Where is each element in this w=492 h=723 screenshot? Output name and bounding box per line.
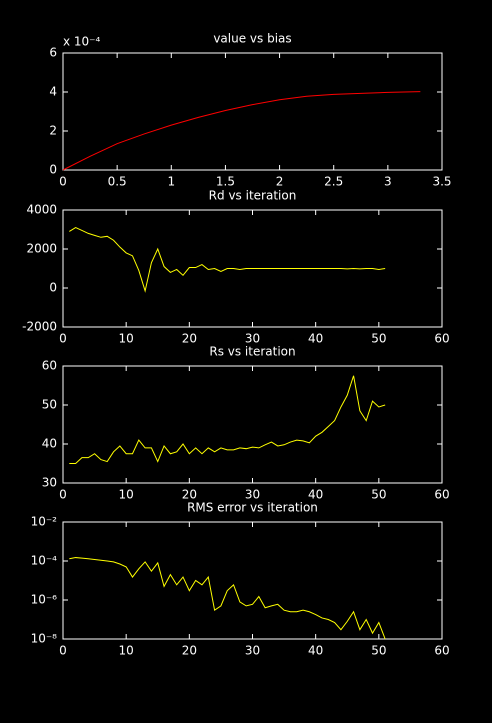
axes-box [62,52,443,171]
x-tick-label: 50 [371,488,386,502]
y-exponent-label: x 10⁻⁴ [63,35,101,49]
chart-title: Rd vs iteration [209,189,297,203]
x-tick-label: 3 [384,175,392,189]
x-tick-label: 50 [371,332,386,346]
data-line [69,375,386,464]
x-tick-label: 0.5 [108,175,127,189]
x-tick-label: 0 [59,644,67,658]
y-tick-label: 4 [49,85,57,99]
x-tick-label: 0 [59,175,67,189]
x-tick-label: 60 [434,488,449,502]
x-tick-label: 10 [119,644,134,658]
x-tick-label: 2.5 [324,175,343,189]
chart-title: value vs bias [213,32,291,46]
x-tick-label: 30 [245,332,260,346]
x-tick-label: 10 [119,488,134,502]
y-tick-label: 60 [42,359,57,373]
x-tick-label: 0 [59,332,67,346]
x-tick-label: 3.5 [432,175,451,189]
x-tick-label: 0 [59,488,67,502]
y-tick-label: 6 [49,46,57,60]
y-tick-label: 0 [49,281,57,295]
x-tick-label: 20 [182,644,197,658]
data-line [69,557,386,640]
y-tick-label: 50 [42,398,57,412]
y-tick-label: 2000 [26,242,57,256]
chart-title: RMS error vs iteration [187,501,318,515]
axes-box [62,521,443,640]
y-tick-label: 10⁻⁶ [31,593,58,607]
axes-box [62,365,443,484]
data-line [69,226,386,293]
chart-title: Rs vs iteration [209,345,295,359]
x-tick-label: 60 [434,644,449,658]
x-tick-label: 2 [276,175,284,189]
x-tick-label: 40 [308,488,323,502]
y-tick-label: 2 [49,124,57,138]
x-tick-label: 40 [308,644,323,658]
x-tick-label: 30 [245,488,260,502]
x-tick-label: 1 [167,175,175,189]
x-tick-label: 40 [308,332,323,346]
x-tick-label: 20 [182,488,197,502]
x-tick-label: 30 [245,644,260,658]
y-tick-label: 40 [42,437,57,451]
y-tick-label: 10⁻² [31,515,58,529]
y-tick-label: 10⁻⁸ [31,632,58,646]
data-line [62,91,421,171]
y-tick-label: 0 [49,163,57,177]
x-tick-label: 50 [371,644,386,658]
x-tick-label: 1.5 [216,175,235,189]
x-tick-label: 10 [119,332,134,346]
y-tick-label: 10⁻⁴ [31,554,58,568]
y-tick-label: 30 [42,476,57,490]
x-tick-label: 60 [434,332,449,346]
x-tick-label: 20 [182,332,197,346]
y-tick-label: -2000 [22,320,57,334]
y-tick-label: 4000 [26,203,57,217]
